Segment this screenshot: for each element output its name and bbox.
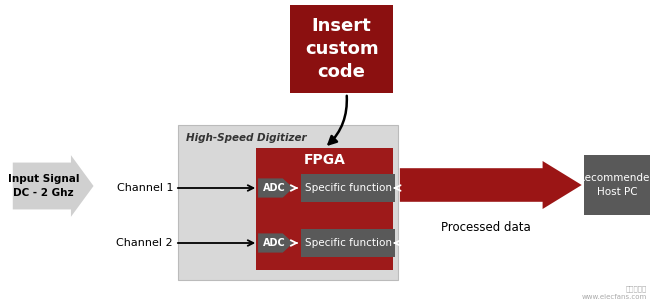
FancyBboxPatch shape <box>256 148 393 270</box>
Text: Processed data: Processed data <box>441 221 531 234</box>
FancyBboxPatch shape <box>290 5 393 93</box>
FancyArrow shape <box>400 161 582 209</box>
Text: Insert
custom
code: Insert custom code <box>305 17 378 81</box>
Text: ADC: ADC <box>262 183 286 193</box>
Text: Channel 2: Channel 2 <box>116 238 173 248</box>
Text: High-Speed Digitizer: High-Speed Digitizer <box>186 133 306 143</box>
Text: Specific function: Specific function <box>305 238 392 248</box>
FancyBboxPatch shape <box>301 174 395 202</box>
Text: 电子发烧友
www.elecfans.com: 电子发烧友 www.elecfans.com <box>582 286 647 300</box>
Polygon shape <box>258 233 293 253</box>
FancyBboxPatch shape <box>301 229 395 257</box>
Text: Channel 1: Channel 1 <box>117 183 173 193</box>
Text: FPGA: FPGA <box>303 153 345 167</box>
Text: Specific function: Specific function <box>305 183 392 193</box>
Text: Recommended
Host PC: Recommended Host PC <box>578 173 656 197</box>
FancyBboxPatch shape <box>178 125 398 280</box>
Text: ADC: ADC <box>262 238 286 248</box>
FancyArrow shape <box>12 152 95 220</box>
FancyBboxPatch shape <box>584 155 650 215</box>
Text: Input Signal
DC - 2 Ghz: Input Signal DC - 2 Ghz <box>7 174 79 198</box>
Polygon shape <box>258 178 293 198</box>
